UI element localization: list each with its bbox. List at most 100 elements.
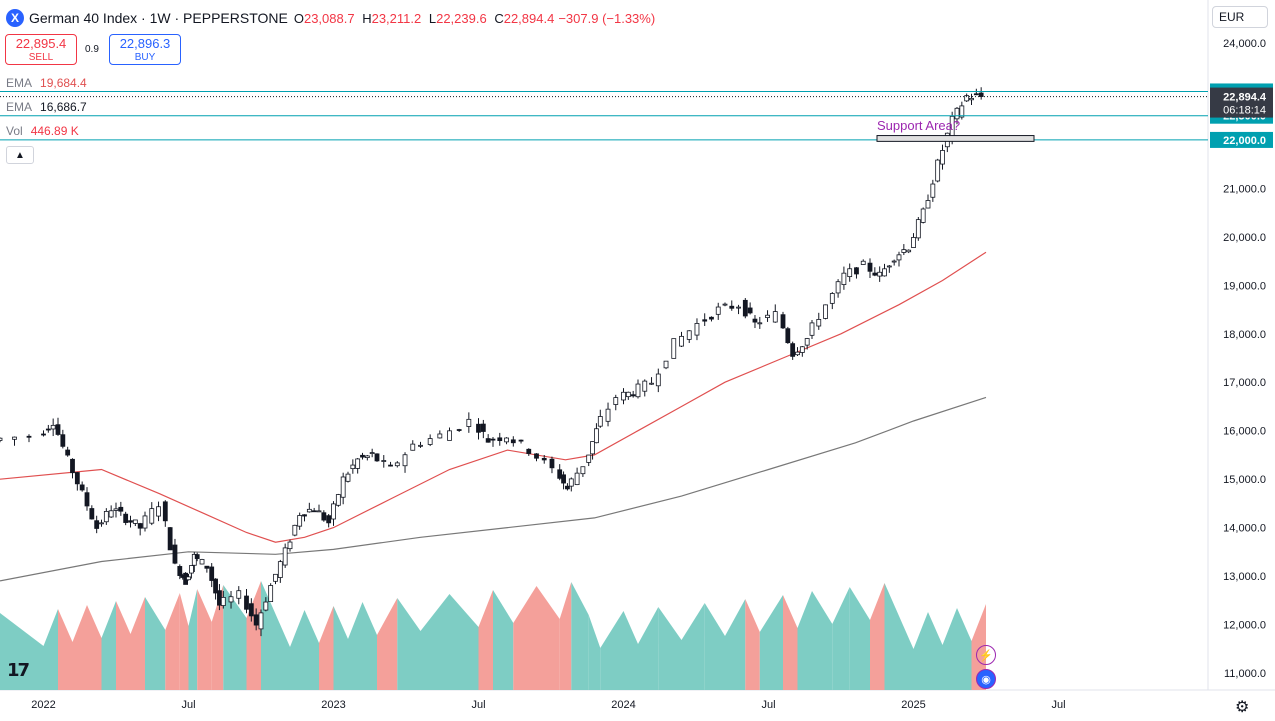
volume-label: Vol bbox=[6, 124, 23, 138]
support-area-annotation[interactable]: Support Area? bbox=[877, 118, 961, 133]
x-tick-label: Jul bbox=[1051, 699, 1065, 711]
candle-up bbox=[594, 428, 599, 444]
candle-down bbox=[541, 457, 547, 461]
volume-area-down bbox=[87, 605, 102, 690]
sell-button[interactable]: 22,895.4 SELL bbox=[5, 34, 77, 65]
candle-up bbox=[340, 476, 346, 498]
candle-down bbox=[172, 544, 178, 564]
candle-up bbox=[156, 506, 161, 517]
ema-slow-value: 16,686.7 bbox=[40, 100, 87, 114]
currency-button[interactable]: EUR bbox=[1212, 6, 1268, 28]
candle-down bbox=[456, 429, 462, 431]
volume-area-up bbox=[449, 594, 479, 690]
ema-fast-legend[interactable]: EMA 19,684.4 bbox=[6, 76, 87, 90]
ema-fast-value: 19,684.4 bbox=[40, 76, 87, 90]
ema-slow-legend[interactable]: EMA 16,686.7 bbox=[6, 100, 87, 114]
candle-down bbox=[480, 423, 486, 432]
candle-up bbox=[402, 454, 408, 467]
candle-up bbox=[149, 508, 155, 524]
volume-area-up bbox=[899, 616, 914, 690]
candle-up bbox=[220, 596, 226, 606]
candle-up bbox=[364, 455, 370, 459]
candle-up bbox=[410, 443, 416, 451]
volume-area-up bbox=[348, 602, 363, 690]
volume-area-up bbox=[397, 598, 421, 690]
ema-fast-line bbox=[0, 251, 987, 543]
symbol-title[interactable]: German 40 Index · 1W · PEPPERSTONE bbox=[29, 10, 288, 26]
candle-down bbox=[55, 424, 61, 435]
candle-up bbox=[901, 249, 907, 253]
candle-up bbox=[635, 383, 641, 398]
volume-area-up bbox=[261, 581, 276, 690]
volume-area-up bbox=[43, 609, 58, 690]
candle-down bbox=[321, 512, 327, 521]
candle-up bbox=[649, 382, 654, 385]
y-tick-label: 20,000.0 bbox=[1223, 232, 1266, 244]
candle-up bbox=[954, 107, 960, 120]
candle-up bbox=[292, 524, 298, 536]
candle-down bbox=[94, 520, 100, 529]
candle-down bbox=[311, 510, 317, 513]
candle-down bbox=[702, 319, 708, 322]
volume-legend[interactable]: Vol 446.89 K bbox=[6, 124, 79, 138]
candle-up bbox=[316, 510, 322, 513]
candle-up bbox=[0, 437, 3, 441]
candle-up bbox=[355, 458, 361, 469]
candle-up bbox=[369, 452, 375, 454]
high-key: H bbox=[362, 10, 372, 26]
candle-up bbox=[394, 462, 400, 467]
candle-up bbox=[108, 510, 114, 518]
candle-down bbox=[79, 484, 85, 491]
candle-down bbox=[209, 566, 215, 581]
buy-button[interactable]: 22,896.3 BUY bbox=[109, 34, 181, 65]
candle-down bbox=[374, 453, 380, 462]
candle-down bbox=[89, 508, 95, 520]
bar-countdown: 06:18:14 bbox=[1223, 105, 1266, 117]
spread-value: 0.9 bbox=[85, 44, 99, 55]
x-tick-label: Jul bbox=[761, 699, 775, 711]
last-price-label-bg bbox=[1210, 87, 1273, 118]
y-tick-label: 15,000.0 bbox=[1223, 474, 1266, 486]
candle-down bbox=[973, 93, 979, 96]
globe-icon[interactable]: ◉ bbox=[976, 669, 996, 689]
volume-area-up bbox=[145, 597, 166, 690]
x-tick-label: 2025 bbox=[901, 699, 925, 711]
tradingview-logo[interactable]: 17 bbox=[7, 660, 30, 681]
candle-up bbox=[335, 494, 341, 506]
candle-down bbox=[248, 603, 254, 617]
volume-area-up bbox=[101, 601, 116, 690]
candle-up bbox=[906, 249, 912, 253]
candle-up bbox=[715, 306, 721, 315]
gear-icon[interactable]: ⚙ bbox=[1235, 699, 1250, 716]
candle-down bbox=[177, 566, 183, 576]
collapse-legend-button[interactable]: ▲ bbox=[6, 146, 34, 164]
candle-up bbox=[597, 416, 603, 427]
volume-area-up bbox=[571, 582, 589, 690]
candle-up bbox=[199, 559, 205, 565]
symbol-flag-icon[interactable]: X bbox=[6, 9, 24, 27]
close-value: 22,894.4 bbox=[503, 10, 555, 26]
candle-down bbox=[45, 428, 51, 431]
candle-down bbox=[302, 514, 307, 517]
volume-area-up bbox=[333, 606, 348, 690]
volume-area-up bbox=[913, 612, 928, 690]
volume-area-up bbox=[223, 585, 247, 690]
lightning-icon[interactable]: ⚡ bbox=[976, 645, 996, 665]
candle-up bbox=[860, 260, 866, 265]
candle-up bbox=[625, 391, 631, 398]
y-tick-label: 13,000.0 bbox=[1223, 571, 1266, 583]
volume-area-up bbox=[420, 594, 450, 690]
level-label-bg bbox=[1210, 131, 1273, 148]
candle-up bbox=[142, 515, 148, 529]
price-change: −307.9 (−1.33%) bbox=[558, 10, 656, 26]
candle-up bbox=[935, 159, 941, 182]
volume-area-up bbox=[928, 612, 943, 690]
candle-down bbox=[785, 328, 791, 344]
close-key: C bbox=[494, 10, 504, 26]
candle-down bbox=[123, 513, 129, 523]
volume-area-up bbox=[623, 611, 638, 690]
candle-down bbox=[752, 318, 758, 323]
candle-down bbox=[137, 523, 143, 529]
volume-area-up bbox=[704, 603, 725, 690]
